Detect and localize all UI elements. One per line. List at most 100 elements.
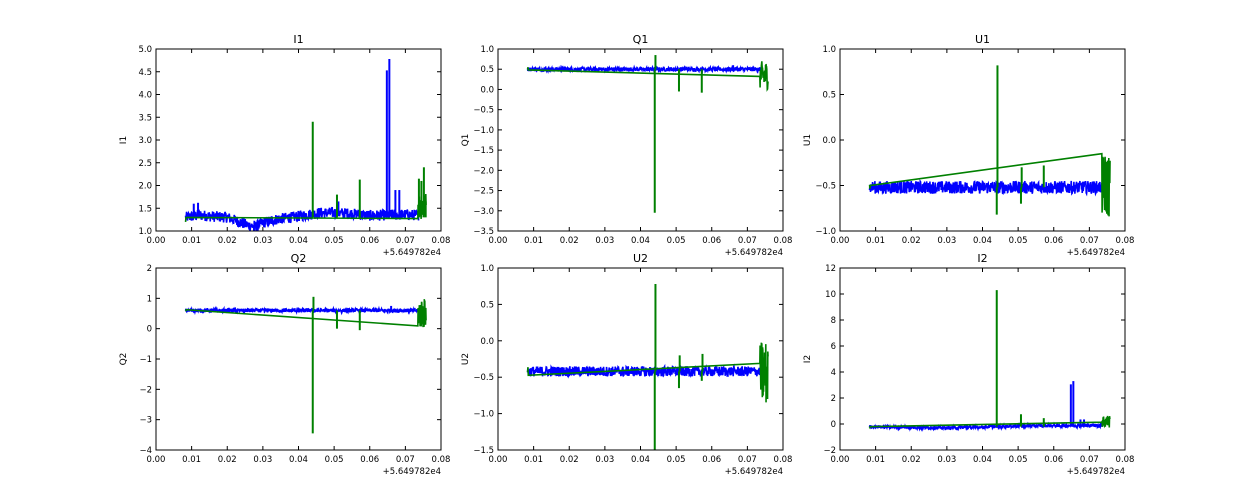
- x-offset-label: +5.649782e4: [725, 467, 783, 477]
- y-tick-label: 1.0: [480, 264, 494, 274]
- x-tick-label: 0.05: [667, 236, 686, 246]
- subplot-u2: 0.00 0.01 0.02 0.03 0.04 0.05 0.06 0.07 0.08 −1.5…: [461, 252, 792, 477]
- y-axis-label: Q1: [461, 134, 471, 147]
- x-tick-label: 0.04: [289, 236, 308, 246]
- subplot-title: I1: [293, 33, 303, 46]
- y-tick-label: 0: [831, 420, 836, 430]
- x-tick-label: 0.08: [432, 455, 451, 465]
- axes-frame: [497, 267, 784, 451]
- subplot-title: U2: [633, 252, 648, 265]
- y-tick-label: 2: [147, 264, 152, 274]
- series-line-blue: [868, 420, 1104, 432]
- x-tick-label: 0.04: [631, 236, 650, 246]
- x-offset-label: +5.649782e4: [1067, 467, 1125, 477]
- y-tick-label: −1.0: [815, 227, 836, 237]
- x-tick-label: 0.06: [702, 455, 721, 465]
- x-tick-label: 0.08: [774, 236, 793, 246]
- x-tick-label: 0.06: [360, 236, 379, 246]
- y-axis-label: I1: [119, 136, 129, 144]
- x-tick-label: 0.03: [253, 236, 272, 246]
- x-tick-label: 0.02: [902, 455, 921, 465]
- y-tick-label: 1.0: [138, 227, 152, 237]
- y-axis-label: I2: [803, 355, 813, 363]
- y-tick-label: −4: [139, 446, 152, 456]
- y-tick-label: −3: [139, 416, 152, 426]
- x-tick-label: 0.03: [937, 236, 956, 246]
- subplot-title: U1: [975, 33, 990, 46]
- y-axis-label: U1: [803, 134, 813, 146]
- y-tick-label: 1: [147, 294, 152, 304]
- x-tick-label: 0.06: [360, 455, 379, 465]
- x-tick-label: 0.03: [595, 455, 614, 465]
- x-tick-label: 0.08: [1116, 455, 1135, 465]
- subplot-title: Q2: [291, 252, 307, 265]
- x-tick-label: 0.07: [396, 455, 415, 465]
- x-tick-label: 0.01: [182, 236, 201, 246]
- x-offset-label: +5.649782e4: [725, 248, 783, 258]
- y-tick-label: 4.0: [138, 91, 152, 101]
- x-tick-label: 0.01: [524, 236, 543, 246]
- y-tick-label: −0.5: [473, 373, 494, 383]
- y-tick-label: 1.0: [822, 45, 836, 55]
- x-tick-label: 0.01: [524, 455, 543, 465]
- y-tick-label: 2.5: [138, 159, 152, 169]
- x-tick-label: 0.04: [289, 455, 308, 465]
- x-tick-label: 0.00: [489, 455, 508, 465]
- y-tick-label: 4.5: [138, 68, 152, 78]
- series-group: [526, 55, 769, 213]
- series-line-green: [184, 299, 427, 328]
- axes-frame: [839, 48, 1126, 232]
- x-tick-label: 0.04: [631, 455, 650, 465]
- x-tick-label: 0.00: [147, 236, 166, 246]
- x-tick-label: 0.07: [396, 236, 415, 246]
- y-tick-label: −1.5: [473, 146, 494, 156]
- x-tick-label: 0.07: [1080, 236, 1099, 246]
- x-tick-label: 0.00: [831, 455, 850, 465]
- y-tick-label: 1.0: [480, 45, 494, 55]
- y-tick-label: 0.0: [822, 136, 836, 146]
- subplot-i2: 0.00 0.01 0.02 0.03 0.04 0.05 0.06 0.07 0.08 −2 0 2…: [803, 252, 1134, 477]
- series-line-green: [868, 152, 1111, 217]
- x-tick-label: 0.04: [973, 236, 992, 246]
- y-tick-label: −1.0: [473, 126, 494, 136]
- x-tick-label: 0.02: [560, 455, 579, 465]
- y-tick-label: 8: [831, 316, 836, 326]
- series-line-blue: [526, 363, 762, 379]
- subplot-i1: 0.00 0.01 0.02 0.03 0.04 0.05 0.06 0.07 0.08 1.0 1…: [119, 33, 450, 258]
- subplot-u1: 0.00 0.01 0.02 0.03 0.04 0.05 0.06 0.07 0.08 −1.0…: [803, 33, 1134, 258]
- y-tick-label: 12: [825, 264, 836, 274]
- y-tick-label: 0: [147, 325, 152, 335]
- x-tick-label: 0.03: [253, 455, 272, 465]
- y-tick-label: −2.0: [473, 166, 494, 176]
- x-tick-label: 0.05: [667, 455, 686, 465]
- y-tick-label: 0.5: [822, 91, 836, 101]
- y-tick-label: 3.0: [138, 136, 152, 146]
- x-tick-label: 0.06: [1044, 236, 1063, 246]
- y-tick-label: 0.5: [480, 65, 494, 75]
- series-group: [184, 296, 427, 434]
- series-line-blue: [526, 64, 762, 74]
- x-tick-label: 0.03: [595, 236, 614, 246]
- series-group: [526, 284, 769, 450]
- series-group: [868, 65, 1111, 217]
- series-line-green: [868, 415, 1111, 430]
- y-axis-label: U2: [461, 353, 471, 365]
- x-tick-label: 0.07: [738, 455, 757, 465]
- x-tick-label: 0.06: [702, 236, 721, 246]
- y-tick-label: −1: [139, 355, 152, 365]
- x-tick-label: 0.04: [973, 455, 992, 465]
- x-offset-label: +5.649782e4: [383, 467, 441, 477]
- x-tick-label: 0.01: [182, 455, 201, 465]
- y-tick-label: 0.5: [480, 300, 494, 310]
- y-tick-label: −0.5: [815, 182, 836, 192]
- x-tick-label: 0.05: [1009, 455, 1028, 465]
- y-tick-label: 10: [825, 290, 836, 300]
- y-tick-label: 3.5: [138, 113, 152, 123]
- y-tick-label: 0.0: [480, 337, 494, 347]
- series-line-blue: [184, 206, 420, 231]
- y-axis-label: Q2: [119, 353, 129, 366]
- x-tick-label: 0.02: [560, 236, 579, 246]
- x-tick-label: 0.03: [937, 455, 956, 465]
- x-tick-label: 0.01: [866, 455, 885, 465]
- y-tick-label: 2: [831, 394, 836, 404]
